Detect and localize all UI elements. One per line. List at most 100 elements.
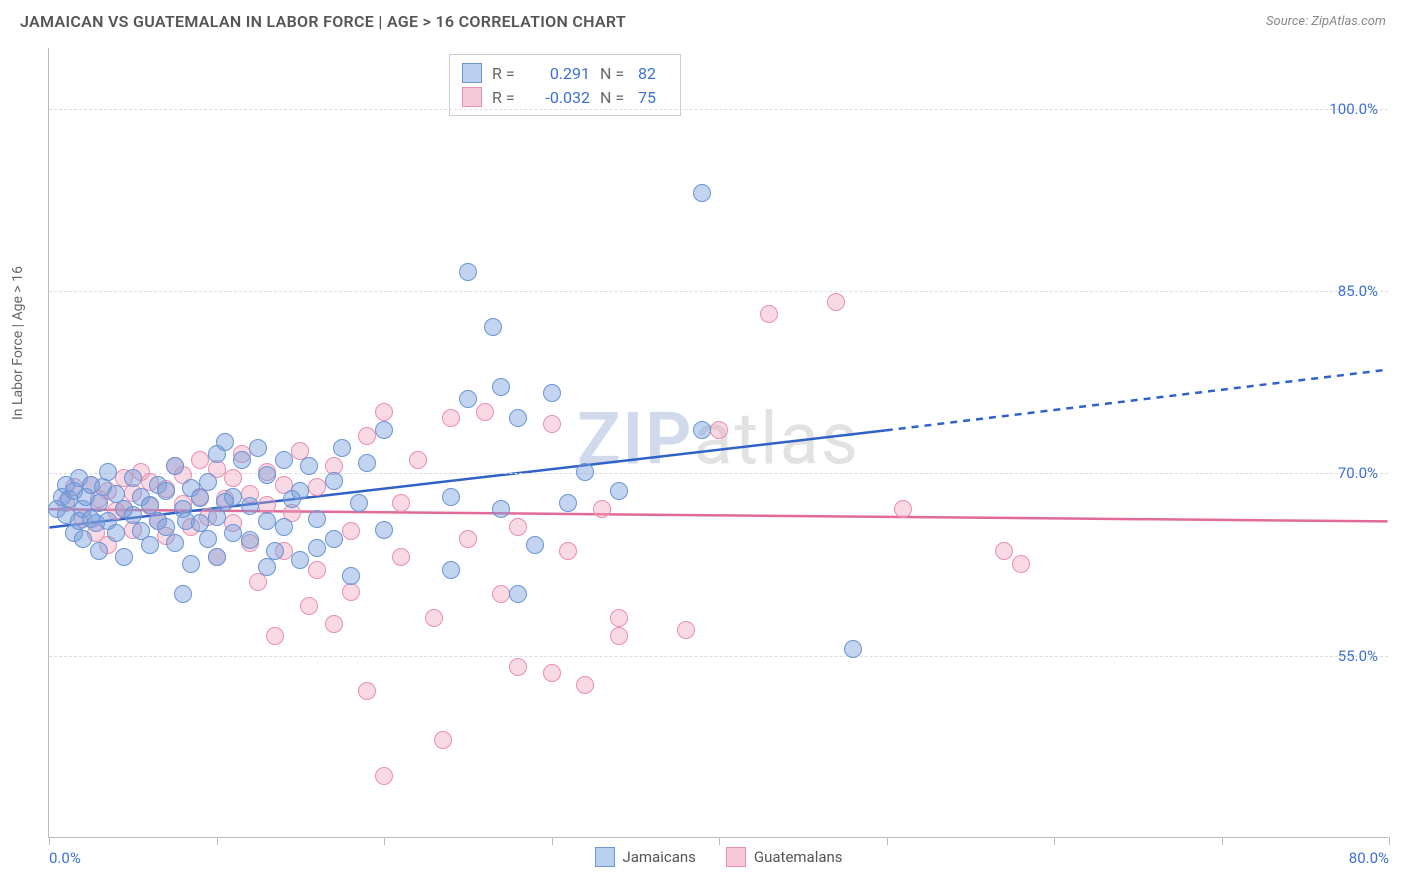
data-point-jamaicans xyxy=(291,551,309,569)
data-point-guatemalans xyxy=(392,548,410,566)
data-point-jamaicans xyxy=(141,536,159,554)
data-point-jamaicans xyxy=(492,378,510,396)
data-point-guatemalans xyxy=(300,597,318,615)
data-point-jamaicans xyxy=(559,494,577,512)
chart-title: JAMAICAN VS GUATEMALAN IN LABOR FORCE | … xyxy=(20,12,626,31)
data-point-jamaicans xyxy=(90,542,108,560)
data-point-jamaicans xyxy=(241,497,259,515)
r-label: R = xyxy=(492,64,520,83)
data-point-jamaicans xyxy=(258,512,276,530)
data-point-jamaicans xyxy=(258,466,276,484)
data-point-jamaicans xyxy=(191,489,209,507)
x-tick xyxy=(1389,837,1390,845)
data-point-jamaicans xyxy=(233,451,251,469)
data-point-jamaicans xyxy=(459,263,477,281)
data-point-guatemalans xyxy=(266,627,284,645)
data-point-guatemalans xyxy=(308,561,326,579)
data-point-jamaicans xyxy=(509,409,527,427)
data-point-jamaicans xyxy=(350,494,368,512)
data-point-jamaicans xyxy=(325,472,343,490)
y-axis-label: In Labor Force | Age > 16 xyxy=(10,266,26,420)
swatch-jamaicans xyxy=(594,847,614,867)
data-point-jamaicans xyxy=(543,384,561,402)
data-point-jamaicans xyxy=(224,488,242,506)
data-point-guatemalans xyxy=(610,627,628,645)
data-point-jamaicans xyxy=(224,524,242,542)
data-point-guatemalans xyxy=(760,305,778,323)
data-point-guatemalans xyxy=(409,451,427,469)
data-point-guatemalans xyxy=(509,518,527,536)
data-point-jamaicans xyxy=(157,482,175,500)
data-point-jamaicans xyxy=(459,390,477,408)
data-point-guatemalans xyxy=(375,403,393,421)
data-point-guatemalans xyxy=(358,427,376,445)
x-tick xyxy=(49,837,50,845)
data-point-guatemalans xyxy=(559,542,577,560)
data-point-guatemalans xyxy=(325,615,343,633)
data-point-jamaicans xyxy=(375,421,393,439)
data-point-guatemalans xyxy=(476,403,494,421)
data-point-jamaicans xyxy=(325,530,343,548)
legend-item-jamaicans: Jamaicans xyxy=(594,847,695,867)
data-point-jamaicans xyxy=(333,439,351,457)
data-point-jamaicans xyxy=(275,451,293,469)
y-tick-label: 100.0% xyxy=(1329,100,1378,118)
swatch-jamaicans xyxy=(462,63,482,83)
scatter-plot-area: ZIPatlas R = 0.291 N = 82 R = -0.032 N =… xyxy=(48,48,1388,838)
n-value-jamaicans: 82 xyxy=(638,64,668,83)
data-point-guatemalans xyxy=(677,621,695,639)
data-point-jamaicans xyxy=(442,561,460,579)
data-point-guatemalans xyxy=(191,451,209,469)
x-tick xyxy=(217,837,218,845)
data-point-jamaicans xyxy=(124,469,142,487)
data-point-guatemalans xyxy=(610,609,628,627)
y-tick-label: 85.0% xyxy=(1338,282,1378,300)
data-point-guatemalans xyxy=(224,469,242,487)
data-point-guatemalans xyxy=(995,542,1013,560)
data-point-guatemalans xyxy=(543,415,561,433)
data-point-guatemalans xyxy=(593,500,611,518)
data-point-guatemalans xyxy=(543,664,561,682)
data-point-guatemalans xyxy=(342,583,360,601)
data-point-jamaicans xyxy=(442,488,460,506)
data-point-guatemalans xyxy=(392,494,410,512)
data-point-jamaicans xyxy=(99,463,117,481)
data-point-jamaicans xyxy=(291,482,309,500)
source-attribution: Source: ZipAtlas.com xyxy=(1266,14,1386,29)
n-label: N = xyxy=(600,88,628,107)
data-point-jamaicans xyxy=(249,439,267,457)
data-point-guatemalans xyxy=(375,767,393,785)
data-point-jamaicans xyxy=(693,421,711,439)
data-point-jamaicans xyxy=(492,500,510,518)
x-tick xyxy=(1054,837,1055,845)
data-point-jamaicans xyxy=(199,530,217,548)
r-value-guatemalans: -0.032 xyxy=(530,88,590,107)
data-point-jamaicans xyxy=(241,531,259,549)
data-point-jamaicans xyxy=(300,457,318,475)
r-label: R = xyxy=(492,88,520,107)
x-tick xyxy=(384,837,385,845)
data-point-jamaicans xyxy=(526,536,544,554)
x-tick xyxy=(719,837,720,845)
data-point-jamaicans xyxy=(610,482,628,500)
data-point-guatemalans xyxy=(492,585,510,603)
data-point-guatemalans xyxy=(894,500,912,518)
y-tick-label: 55.0% xyxy=(1338,647,1378,665)
data-point-jamaicans xyxy=(90,494,108,512)
data-point-jamaicans xyxy=(174,585,192,603)
data-point-jamaicans xyxy=(358,454,376,472)
y-tick-label: 70.0% xyxy=(1338,464,1378,482)
data-point-jamaicans xyxy=(576,463,594,481)
data-point-jamaicans xyxy=(509,585,527,603)
data-point-guatemalans xyxy=(1012,555,1030,573)
data-point-guatemalans xyxy=(425,609,443,627)
data-point-guatemalans xyxy=(358,682,376,700)
swatch-guatemalans xyxy=(462,87,482,107)
data-point-jamaicans xyxy=(258,558,276,576)
data-point-guatemalans xyxy=(459,530,477,548)
data-point-guatemalans xyxy=(509,658,527,676)
data-point-guatemalans xyxy=(342,522,360,540)
data-point-jamaicans xyxy=(484,318,502,336)
watermark-zip: ZIP xyxy=(577,396,693,481)
data-point-jamaicans xyxy=(308,539,326,557)
